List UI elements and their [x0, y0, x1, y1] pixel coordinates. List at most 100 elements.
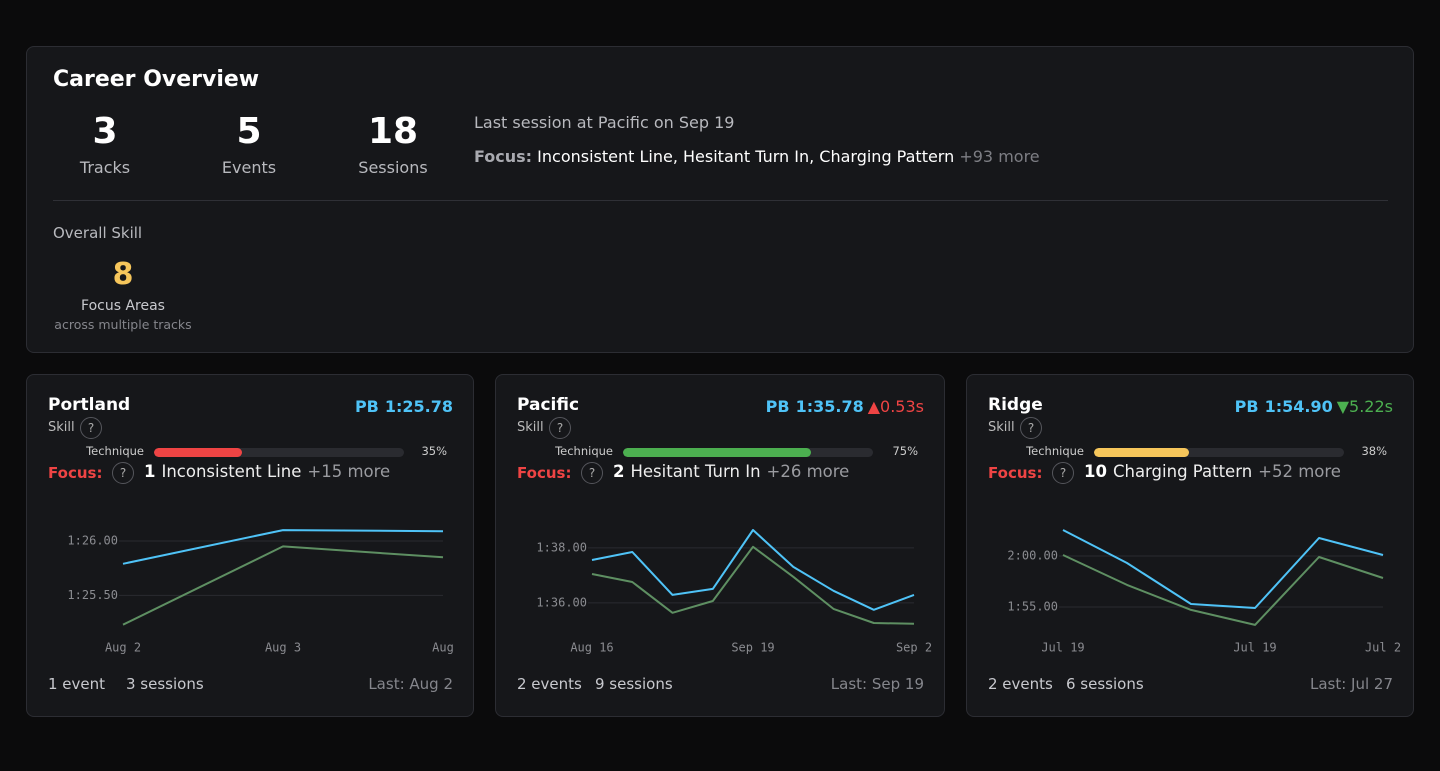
skill-value: 38%	[1361, 444, 1387, 458]
track-card: Portland PB 1:25.78 Skill? Technique 35% Focus…	[26, 374, 474, 717]
focus-label: Focus:	[48, 464, 103, 482]
focus-name: Charging Pattern	[1112, 462, 1253, 481]
focus-count: 10	[1084, 462, 1107, 481]
y-tick-label: 1:55.00	[1007, 599, 1058, 613]
pb-time: 1:25.78	[384, 397, 453, 416]
help-icon[interactable]: ?	[549, 417, 571, 439]
lap-chart: 1:25.50 1:26.00 Aug 2 Aug 3 Aug	[67, 529, 454, 655]
skill-value: 75%	[892, 444, 918, 458]
help-icon[interactable]: ?	[112, 462, 134, 484]
skill-bar-track	[154, 448, 404, 457]
y-tick-label: 1:26.00	[67, 533, 118, 547]
focus-detail: 10 Charging Pattern +52 more	[1084, 462, 1341, 481]
skill-bar	[623, 448, 811, 457]
skill-bar-track	[623, 448, 873, 457]
focus-label: Focus:	[474, 147, 533, 166]
pb-time: 1:35.78	[795, 397, 864, 416]
event-count: 2 events	[988, 675, 1053, 693]
lap-chart: 1:55.00 2:00.00 Jul 19 Jul 19 Jul 2	[1007, 529, 1401, 655]
pb-label: PB	[1234, 397, 1259, 416]
last-session-date: Last: Sep 19	[830, 675, 924, 693]
personal-best: PB 1:35.78 ▲0.53s	[766, 397, 924, 416]
overview-focus: Focus: Inconsistent Line, Hesitant Turn …	[474, 147, 1040, 166]
focus-more: +93 more	[959, 147, 1040, 166]
x-tick-label: Aug 3	[265, 641, 301, 655]
career-overview: Career Overview Last session at Pacific …	[26, 46, 1414, 353]
last-session-date: Last: Aug 2	[368, 675, 453, 693]
focus-more: +15 more	[307, 462, 391, 481]
skill-label: Skill	[48, 420, 75, 435]
help-icon[interactable]: ?	[1020, 417, 1042, 439]
last-session-date: Last: Jul 27	[1309, 675, 1393, 693]
event-count: 1 event	[48, 675, 106, 693]
pb-label: PB	[765, 397, 790, 416]
y-tick-label: 1:36.00	[536, 595, 587, 609]
stat-label: Tracks	[79, 158, 131, 177]
y-tick-label: 2:00.00	[1007, 548, 1058, 562]
last-session: Last session at Pacific on Sep 19	[474, 113, 735, 132]
skill-bar-label: Technique	[86, 444, 144, 458]
stat-label: Events	[221, 158, 277, 177]
personal-best: PB 1:25.78	[355, 397, 453, 416]
skill-label: Skill	[988, 420, 1015, 435]
lap-chart: 1:36.00 1:38.00 Aug 16 Sep 19 Sep 2	[536, 529, 932, 655]
skill-bar	[154, 448, 242, 457]
focus-areas-value: 8	[112, 257, 134, 292]
help-icon[interactable]: ?	[1052, 462, 1074, 484]
stat-value: 5	[236, 111, 262, 152]
session-count: 3 sessions	[126, 675, 204, 693]
focus-areas-label: Focus Areas	[81, 298, 165, 314]
skill-heading: Overall Skill	[53, 224, 143, 242]
series-line	[591, 529, 915, 611]
x-tick-label: Sep 2	[896, 641, 932, 655]
focus-name: Inconsistent Line	[161, 462, 302, 481]
y-tick-label: 1:25.50	[67, 588, 118, 602]
series-line	[1062, 529, 1384, 609]
pb-time: 1:54.90	[1264, 397, 1333, 416]
overview-title: Career Overview	[53, 67, 260, 92]
series-line	[1062, 554, 1384, 626]
session-count: 9 sessions	[595, 675, 673, 693]
session-count: 6 sessions	[1066, 675, 1144, 693]
skill-bar	[1094, 448, 1189, 457]
x-tick-label: Aug 2	[105, 641, 141, 655]
x-tick-label: Aug 16	[570, 641, 613, 655]
pb-delta: ▲0.53s	[867, 397, 924, 416]
focus-count: 1	[144, 462, 156, 481]
pb-label: PB	[354, 397, 379, 416]
track-name: Portland	[48, 395, 131, 415]
track-card: Ridge PB 1:54.90 ▼5.22s Skill? Technique 38% Fo…	[966, 374, 1414, 717]
stat-value: 3	[92, 111, 118, 152]
x-tick-label: Aug	[432, 641, 454, 655]
x-tick-label: Sep 19	[731, 641, 774, 655]
pb-delta: ▼5.22s	[1336, 397, 1393, 416]
focus-name: Hesitant Turn In	[630, 462, 761, 481]
skill-label: Skill	[517, 420, 544, 435]
event-count: 2 events	[517, 675, 582, 693]
focus-count: 2	[613, 462, 625, 481]
help-icon[interactable]: ?	[80, 417, 102, 439]
x-tick-label: Jul 2	[1365, 641, 1401, 655]
focus-items: Inconsistent Line, Hesitant Turn In, Cha…	[537, 147, 955, 166]
x-tick-label: Jul 19	[1041, 641, 1084, 655]
y-tick-label: 1:38.00	[536, 540, 587, 554]
stat-value: 18	[367, 111, 419, 152]
x-tick-label: Jul 19	[1233, 641, 1276, 655]
track-name: Pacific	[517, 395, 580, 415]
series-line	[591, 545, 915, 625]
track-card: Pacific PB 1:35.78 ▲0.53s Skill? Technique 75%…	[495, 374, 945, 717]
focus-detail: 2 Hesitant Turn In +26 more	[613, 462, 849, 481]
series-line	[122, 545, 444, 626]
divider	[53, 200, 1388, 201]
skill-value: 35%	[421, 444, 447, 458]
skill-bar-track	[1094, 448, 1344, 457]
focus-detail: 1 Inconsistent Line +15 more	[144, 462, 390, 481]
focus-label: Focus:	[517, 464, 572, 482]
help-icon[interactable]: ?	[581, 462, 603, 484]
focus-label: Focus:	[988, 464, 1043, 482]
skill-bar-label: Technique	[1026, 444, 1084, 458]
series-line	[122, 529, 444, 565]
stat-label: Sessions	[358, 158, 428, 177]
focus-more: +26 more	[766, 462, 850, 481]
